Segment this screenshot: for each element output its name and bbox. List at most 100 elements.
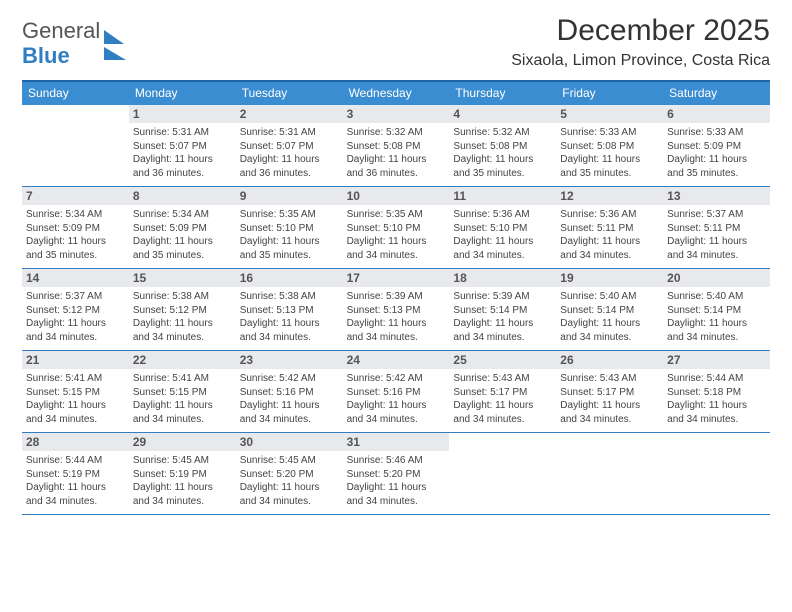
calendar-week: 28 Sunrise: 5:44 AMSunset: 5:19 PMDayligh… (22, 433, 770, 515)
calendar-cell: 6 Sunrise: 5:33 AMSunset: 5:09 PMDaylight… (663, 105, 770, 186)
day-info: Sunrise: 5:41 AMSunset: 5:15 PMDaylight:… (26, 372, 125, 426)
brand-logo: General Blue (22, 14, 128, 69)
day-info: Sunrise: 5:40 AMSunset: 5:14 PMDaylight:… (667, 290, 766, 344)
calendar-cell: . (449, 433, 556, 514)
dow-row: SundayMondayTuesdayWednesdayThursdayFrid… (22, 82, 770, 105)
day-number: 23 (236, 351, 343, 369)
day-info: Sunrise: 5:35 AMSunset: 5:10 PMDaylight:… (240, 208, 339, 262)
day-info: Sunrise: 5:34 AMSunset: 5:09 PMDaylight:… (133, 208, 232, 262)
calendar-cell: 12 Sunrise: 5:36 AMSunset: 5:11 PMDayligh… (556, 187, 663, 268)
header: General Blue December 2025 Sixaola, Limo… (22, 14, 770, 70)
calendar-cell: 2Sunrise: 5:31 AMSunset: 5:07 PMDaylight… (236, 105, 343, 186)
day-number: 15 (129, 269, 236, 287)
calendar-week: 7Sunrise: 5:34 AMSunset: 5:09 PMDaylight… (22, 187, 770, 269)
brand-line1: General (22, 18, 100, 43)
day-number: 22 (129, 351, 236, 369)
calendar-cell: 5Sunrise: 5:33 AMSunset: 5:08 PMDaylight… (556, 105, 663, 186)
day-number: 19 (556, 269, 663, 287)
day-info: Sunrise: 5:39 AMSunset: 5:14 PMDaylight:… (453, 290, 552, 344)
calendar-cell: 29 Sunrise: 5:45 AMSunset: 5:19 PMDayligh… (129, 433, 236, 514)
day-info: Sunrise: 5:42 AMSunset: 5:16 PMDaylight:… (347, 372, 446, 426)
calendar-cell: 16Sunrise: 5:38 AMSunset: 5:13 PMDayligh… (236, 269, 343, 350)
day-number: 20 (663, 269, 770, 287)
day-info: Sunrise: 5:39 AMSunset: 5:13 PMDaylight:… (347, 290, 446, 344)
calendar-cell: 3 Sunrise: 5:32 AMSunset: 5:08 PMDaylight… (343, 105, 450, 186)
calendar-cell: 7 Sunrise: 5:34 AMSunset: 5:09 PMDaylight… (22, 187, 129, 268)
day-number: 9 (236, 187, 343, 205)
dow-label: Tuesday (236, 82, 343, 105)
calendar-cell: 27 Sunrise: 5:44 AMSunset: 5:18 PMDayligh… (663, 351, 770, 432)
day-number: 29 (129, 433, 236, 451)
day-info: Sunrise: 5:41 AMSunset: 5:15 PMDaylight:… (133, 372, 232, 426)
day-number: 26 (556, 351, 663, 369)
calendar-cell: 30 Sunrise: 5:45 AMSunset: 5:20 PMDayligh… (236, 433, 343, 514)
day-info: Sunrise: 5:35 AMSunset: 5:10 PMDaylight:… (347, 208, 446, 262)
day-number: 3 (343, 105, 450, 123)
day-number: 8 (129, 187, 236, 205)
day-info: Sunrise: 5:43 AMSunset: 5:17 PMDaylight:… (453, 372, 552, 426)
day-number: 28 (22, 433, 129, 451)
dow-label: Wednesday (343, 82, 450, 105)
calendar-week: .1Sunrise: 5:31 AMSunset: 5:07 PMDayligh… (22, 105, 770, 187)
calendar-cell: 25 Sunrise: 5:43 AMSunset: 5:17 PMDayligh… (449, 351, 556, 432)
dow-label: Saturday (663, 82, 770, 105)
day-number: 4 (449, 105, 556, 123)
day-number: 6 (663, 105, 770, 123)
day-info: Sunrise: 5:34 AMSunset: 5:09 PMDaylight:… (26, 208, 125, 262)
calendar-cell: . (663, 433, 770, 514)
calendar-cell: 9 Sunrise: 5:35 AMSunset: 5:10 PMDaylight… (236, 187, 343, 268)
location: Sixaola, Limon Province, Costa Rica (511, 52, 770, 70)
calendar-cell: 21 Sunrise: 5:41 AMSunset: 5:15 PMDayligh… (22, 351, 129, 432)
calendar-cell: 18Sunrise: 5:39 AMSunset: 5:14 PMDayligh… (449, 269, 556, 350)
calendar-grid: .1Sunrise: 5:31 AMSunset: 5:07 PMDayligh… (22, 105, 770, 515)
calendar-cell: 11Sunrise: 5:36 AMSunset: 5:10 PMDayligh… (449, 187, 556, 268)
dow-label: Sunday (22, 82, 129, 105)
brand-line2: Blue (22, 43, 70, 68)
day-info: Sunrise: 5:45 AMSunset: 5:20 PMDaylight:… (240, 454, 339, 508)
calendar-cell: 1Sunrise: 5:31 AMSunset: 5:07 PMDaylight… (129, 105, 236, 186)
day-number: 25 (449, 351, 556, 369)
day-info: Sunrise: 5:44 AMSunset: 5:19 PMDaylight:… (26, 454, 125, 508)
calendar-cell: 4 Sunrise: 5:32 AMSunset: 5:08 PMDaylight… (449, 105, 556, 186)
day-number: 31 (343, 433, 450, 451)
day-number: 11 (449, 187, 556, 205)
day-number: 13 (663, 187, 770, 205)
calendar-cell: 17 Sunrise: 5:39 AMSunset: 5:13 PMDayligh… (343, 269, 450, 350)
day-info: Sunrise: 5:33 AMSunset: 5:09 PMDaylight:… (667, 126, 766, 180)
day-info: Sunrise: 5:38 AMSunset: 5:12 PMDaylight:… (133, 290, 232, 344)
day-info: Sunrise: 5:32 AMSunset: 5:08 PMDaylight:… (347, 126, 446, 180)
calendar-cell: 14Sunrise: 5:37 AMSunset: 5:12 PMDayligh… (22, 269, 129, 350)
calendar-cell: . (556, 433, 663, 514)
day-info: Sunrise: 5:45 AMSunset: 5:19 PMDaylight:… (133, 454, 232, 508)
day-info: Sunrise: 5:36 AMSunset: 5:11 PMDaylight:… (560, 208, 659, 262)
calendar-cell: 19 Sunrise: 5:40 AMSunset: 5:14 PMDayligh… (556, 269, 663, 350)
day-info: Sunrise: 5:37 AMSunset: 5:11 PMDaylight:… (667, 208, 766, 262)
day-number: 12 (556, 187, 663, 205)
day-info: Sunrise: 5:40 AMSunset: 5:14 PMDaylight:… (560, 290, 659, 344)
day-info: Sunrise: 5:43 AMSunset: 5:17 PMDaylight:… (560, 372, 659, 426)
calendar-cell: 20 Sunrise: 5:40 AMSunset: 5:14 PMDayligh… (663, 269, 770, 350)
day-info: Sunrise: 5:33 AMSunset: 5:08 PMDaylight:… (560, 126, 659, 180)
day-info: Sunrise: 5:38 AMSunset: 5:13 PMDaylight:… (240, 290, 339, 344)
day-number: 24 (343, 351, 450, 369)
month-title: December 2025 (511, 14, 770, 48)
day-info: Sunrise: 5:37 AMSunset: 5:12 PMDaylight:… (26, 290, 125, 344)
day-info: Sunrise: 5:44 AMSunset: 5:18 PMDaylight:… (667, 372, 766, 426)
dow-label: Monday (129, 82, 236, 105)
calendar: SundayMondayTuesdayWednesdayThursdayFrid… (22, 80, 770, 515)
calendar-cell: . (22, 105, 129, 186)
day-number: 17 (343, 269, 450, 287)
day-info: Sunrise: 5:32 AMSunset: 5:08 PMDaylight:… (453, 126, 552, 180)
calendar-cell: 24 Sunrise: 5:42 AMSunset: 5:16 PMDayligh… (343, 351, 450, 432)
calendar-cell: 31Sunrise: 5:46 AMSunset: 5:20 PMDayligh… (343, 433, 450, 514)
day-number: 30 (236, 433, 343, 451)
calendar-cell: 26 Sunrise: 5:43 AMSunset: 5:17 PMDayligh… (556, 351, 663, 432)
day-number: 7 (22, 187, 129, 205)
day-number: 21 (22, 351, 129, 369)
day-number: 27 (663, 351, 770, 369)
calendar-cell: 22 Sunrise: 5:41 AMSunset: 5:15 PMDayligh… (129, 351, 236, 432)
brand-sail-icon (102, 28, 128, 62)
day-number: 2 (236, 105, 343, 123)
calendar-cell: 10Sunrise: 5:35 AMSunset: 5:10 PMDayligh… (343, 187, 450, 268)
calendar-cell: 28 Sunrise: 5:44 AMSunset: 5:19 PMDayligh… (22, 433, 129, 514)
